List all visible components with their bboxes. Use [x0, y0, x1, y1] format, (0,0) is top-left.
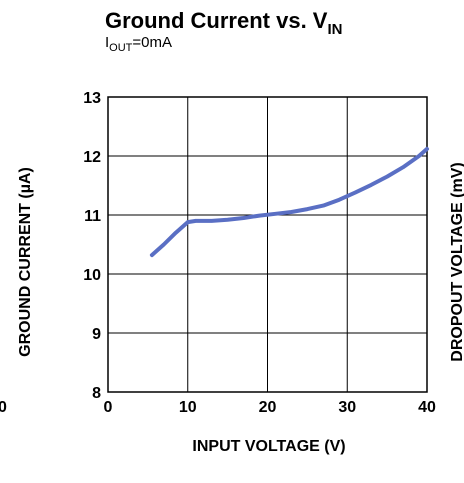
x-axis-label: INPUT VOLTAGE (V) — [192, 438, 345, 455]
left-edge-label: 0 — [0, 399, 7, 416]
y-tick-label: 13 — [83, 90, 101, 107]
subtitle-main: I — [105, 34, 109, 51]
x-tick-label: 20 — [259, 399, 277, 416]
chart-title-subscript: IN — [327, 21, 342, 38]
chart-title: Ground Current vs. VIN — [105, 8, 342, 38]
y-axis-label: GROUND CURRENT (µA) — [17, 167, 34, 357]
x-tick-label: 0 — [104, 399, 113, 416]
chart-subtitle: IOUT=0mA — [105, 34, 172, 54]
x-tick-label: 40 — [418, 399, 436, 416]
y-tick-label: 12 — [83, 149, 101, 166]
series-line — [149, 146, 429, 258]
y-tick-label: 8 — [92, 385, 101, 402]
x-tick-label: 30 — [338, 399, 356, 416]
y-tick-label: 11 — [84, 208, 101, 225]
subtitle-rest: =0mA — [132, 34, 172, 51]
grid-lines — [107, 96, 428, 393]
chart-title-main: Ground Current vs. V — [105, 8, 328, 33]
y-tick-labels: 8 9 10 11 12 13 — [83, 90, 101, 402]
plot-frame — [107, 96, 428, 393]
y-axis-label-right: DROPOUT VOLTAGE (mV) — [449, 162, 464, 361]
x-tick-labels: 0 10 20 30 40 — [104, 399, 436, 416]
x-tick-label: 10 — [179, 399, 197, 416]
y-tick-label: 9 — [92, 326, 101, 343]
y-tick-label: 10 — [83, 267, 101, 284]
subtitle-subscript: OUT — [109, 42, 133, 54]
